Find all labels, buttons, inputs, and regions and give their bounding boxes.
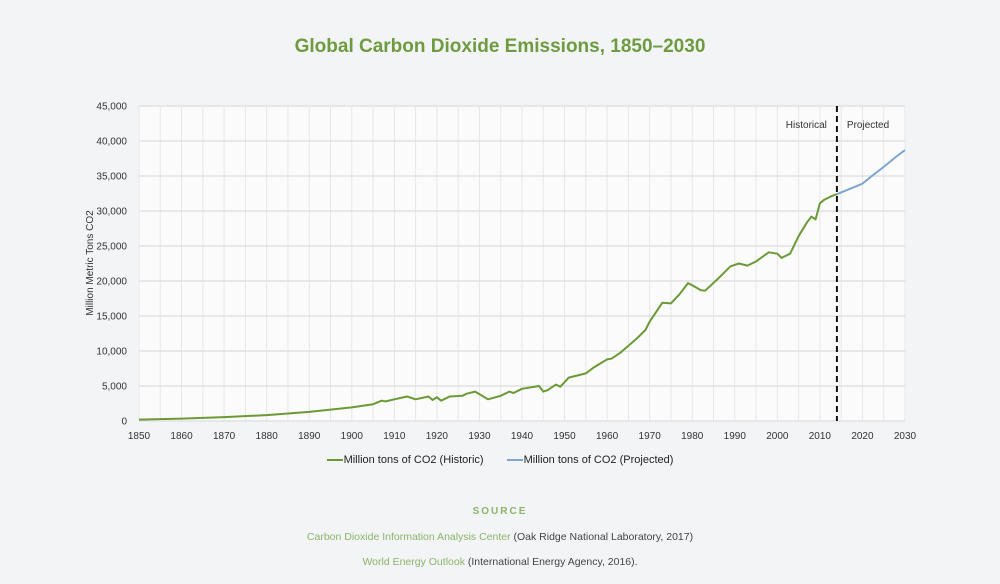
x-tick-label: 1890 [298, 431, 321, 442]
y-tick-labels: 0 5,000 10,000 15,000 20,000 25,000 30,000 35,0… [96, 102, 127, 428]
series-line-projected [836, 149, 906, 196]
x-tick-label: 2000 [766, 431, 789, 442]
y-tick-label: 15,000 [96, 312, 127, 323]
x-tick-label: 1910 [383, 431, 406, 442]
historical-label: Historical [786, 120, 827, 131]
chart-title: Global Carbon Dioxide Emissions, 1850–20… [294, 36, 706, 57]
x-tick-label: 1970 [639, 431, 662, 442]
legend-swatch-projected [506, 459, 523, 462]
x-tick-label: 1960 [596, 431, 619, 442]
y-tick-label: 25,000 [96, 242, 127, 253]
projected-label: Projected [847, 120, 889, 131]
legend-item-projected: Million tons of CO2 (Projected) [506, 454, 674, 466]
source-link[interactable]: World Energy Outlook [362, 556, 465, 568]
legend: Million tons of CO2 (Historic) Million t… [0, 454, 1000, 466]
series-line-historic [138, 193, 838, 421]
x-tick-label: 1940 [511, 431, 534, 442]
x-tick-label: 2030 [894, 431, 917, 442]
x-tick-label: 1950 [553, 431, 576, 442]
x-tick-label: 1870 [213, 431, 236, 442]
source-item: World Energy Outlook (International Ener… [0, 556, 1000, 568]
source-item: Carbon Dioxide Information Analysis Cent… [0, 531, 1000, 543]
grid [138, 105, 906, 422]
y-tick-label: 5,000 [102, 382, 127, 393]
y-axis-label: Million Metric Tons CO2 [85, 210, 96, 316]
y-tick-label: 45,000 [96, 102, 127, 113]
x-tick-label: 1860 [170, 431, 193, 442]
y-tick-label: 20,000 [96, 277, 127, 288]
source-link[interactable]: Carbon Dioxide Information Analysis Cent… [306, 531, 511, 543]
legend-label: Million tons of CO2 (Historic) [343, 454, 484, 466]
source-heading: SOURCE [472, 506, 528, 517]
x-tick-label: 1900 [341, 431, 364, 442]
x-tick-label: 1990 [724, 431, 747, 442]
x-tick-label: 2020 [851, 431, 874, 442]
y-tick-label: 40,000 [96, 137, 127, 148]
legend-item-historic: Million tons of CO2 (Historic) [326, 454, 484, 466]
x-tick-label: 1850 [128, 431, 151, 442]
x-tick-labels: 1850 1860 1870 1880 1890 1900 1910 1920 1930 1940… [128, 431, 917, 442]
y-tick-label: 30,000 [96, 207, 127, 218]
x-tick-label: 1920 [426, 431, 449, 442]
x-tick-label: 1930 [468, 431, 491, 442]
source-detail: (International Energy Agency, 2016). [464, 556, 638, 568]
y-tick-label: 10,000 [96, 347, 127, 358]
source-detail: (Oak Ridge National Laboratory, 2017) [510, 531, 694, 543]
x-tick-label: 1980 [681, 431, 704, 442]
x-tick-label: 2010 [809, 431, 832, 442]
legend-swatch-historic [326, 459, 343, 462]
legend-label: Million tons of CO2 (Projected) [523, 454, 674, 466]
y-tick-label: 35,000 [96, 172, 127, 183]
x-tick-label: 1880 [256, 431, 279, 442]
y-tick-label: 0 [121, 417, 127, 428]
